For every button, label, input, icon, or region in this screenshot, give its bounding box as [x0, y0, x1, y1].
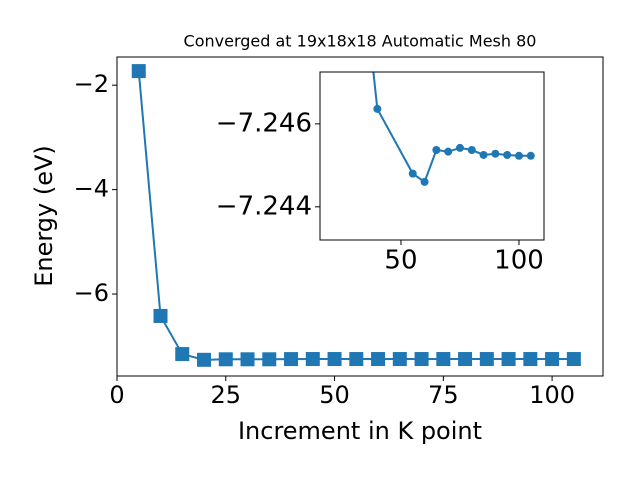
marker [414, 352, 429, 367]
marker [240, 352, 255, 367]
marker [514, 151, 523, 160]
chart-title: Converged at 19x18x18 Automatic Mesh 80 [184, 32, 537, 51]
marker [501, 352, 516, 367]
marker [218, 352, 233, 367]
marker [545, 352, 560, 367]
marker [479, 150, 488, 159]
marker [131, 64, 146, 79]
marker [491, 149, 500, 158]
x-tick-label: 50 [384, 246, 417, 276]
y-axis-label: Energy (eV) [30, 145, 58, 287]
y-tick-label: −6 [74, 279, 109, 307]
marker [467, 145, 476, 154]
y-tick-label: −7.244 [216, 191, 312, 221]
marker [175, 347, 190, 362]
marker [523, 352, 538, 367]
x-tick-label: 0 [109, 381, 124, 409]
x-tick-label: 50 [319, 381, 350, 409]
marker [305, 352, 320, 367]
marker [526, 151, 535, 160]
marker [262, 352, 277, 367]
marker [327, 352, 342, 367]
x-tick-label: 25 [211, 381, 242, 409]
marker [503, 150, 512, 159]
marker [373, 104, 382, 113]
y-tick-label: −4 [74, 175, 109, 203]
marker [371, 352, 386, 367]
marker [444, 147, 453, 156]
marker [458, 352, 473, 367]
x-tick-label: 100 [529, 381, 575, 409]
y-tick-label: −2 [74, 70, 109, 98]
marker [566, 352, 581, 367]
marker [479, 352, 494, 367]
marker [197, 352, 212, 367]
x-axis-label: Increment in K point [238, 417, 482, 445]
marker [284, 352, 299, 367]
plot-clip [362, 0, 535, 186]
marker [408, 169, 417, 178]
axes-frame [116, 56, 604, 377]
plot-clip [131, 64, 581, 367]
marker [420, 177, 429, 186]
marker [455, 143, 464, 152]
marker [392, 352, 407, 367]
marker [436, 352, 451, 367]
marker [432, 145, 441, 154]
marker [349, 352, 364, 367]
x-tick-label: 75 [428, 381, 459, 409]
y-tick-label: −7.246 [216, 108, 312, 138]
marker [153, 308, 168, 323]
marker [362, 0, 370, 3]
axes-frame [319, 71, 545, 241]
x-tick-label: 100 [494, 246, 544, 276]
